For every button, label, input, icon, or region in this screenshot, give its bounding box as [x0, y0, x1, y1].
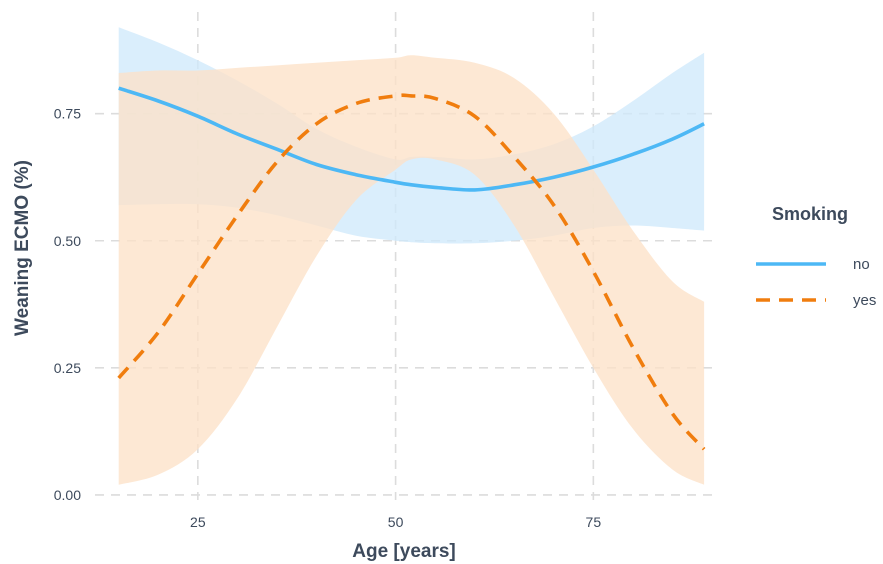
legend-label-yes: yes [853, 292, 876, 309]
legend: Smoking no yes [756, 204, 876, 309]
y-tick-label: 0.50 [54, 233, 81, 249]
y-tick-label: 0.75 [54, 106, 81, 122]
legend-label-no: no [853, 256, 870, 273]
tick-labels: 0.00 0.25 0.50 0.75 25 50 75 [54, 106, 602, 530]
series-line-yes [117, 93, 706, 451]
y-tick-label: 0.00 [54, 487, 81, 503]
legend-items: no yes [756, 256, 876, 309]
x-tick-label: 50 [388, 514, 404, 530]
y-tick-label: 0.25 [54, 360, 81, 376]
x-tick-label: 75 [586, 514, 602, 530]
y-axis-title: Weaning ECMO (%) [12, 160, 33, 336]
ribbon-yes [118, 55, 705, 485]
x-tick-label: 25 [190, 514, 206, 530]
series-line-no [118, 86, 705, 192]
series-lines [117, 86, 706, 451]
confidence-ribbons [118, 27, 705, 485]
legend-title: Smoking [772, 204, 848, 224]
x-axis-title: Age [years] [352, 541, 456, 562]
